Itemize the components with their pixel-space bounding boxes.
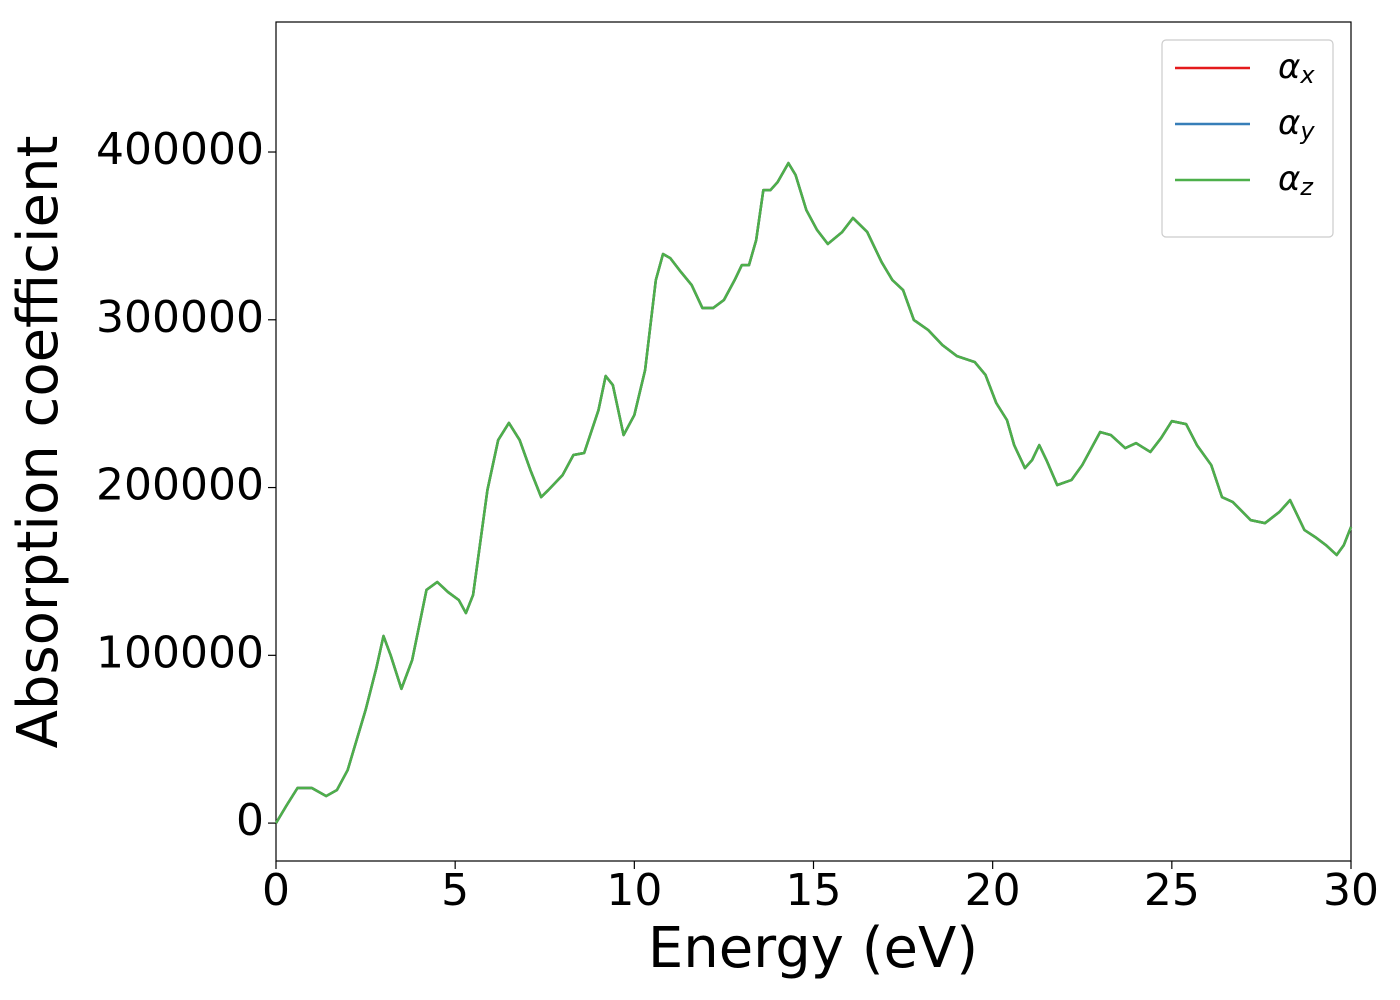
legend-label: αx [1278,47,1315,90]
y-axis-label: Absorption coefficient [6,136,71,749]
legend-label: αz [1278,159,1314,202]
y-tick-label: 200000 [96,460,264,511]
x-tick-label: 20 [965,865,1021,916]
x-tick-label: 0 [262,865,290,916]
x-tick-label: 30 [1323,865,1379,916]
y-tick-label: 100000 [96,627,264,678]
legend-label: αy [1278,103,1315,146]
x-tick-label: 5 [441,865,469,916]
x-axis-label: Energy (eV) [648,916,978,981]
y-tick-label: 400000 [96,124,264,175]
y-tick-label: 0 [236,795,264,846]
x-tick-label: 25 [1144,865,1200,916]
data-line [274,161,1353,824]
y-tick-label: 300000 [96,292,264,343]
data-line [274,161,1353,824]
x-tick-label: 15 [786,865,842,916]
data-line [274,161,1353,824]
legend-box [1161,39,1334,238]
x-tick-label: 10 [606,865,662,916]
